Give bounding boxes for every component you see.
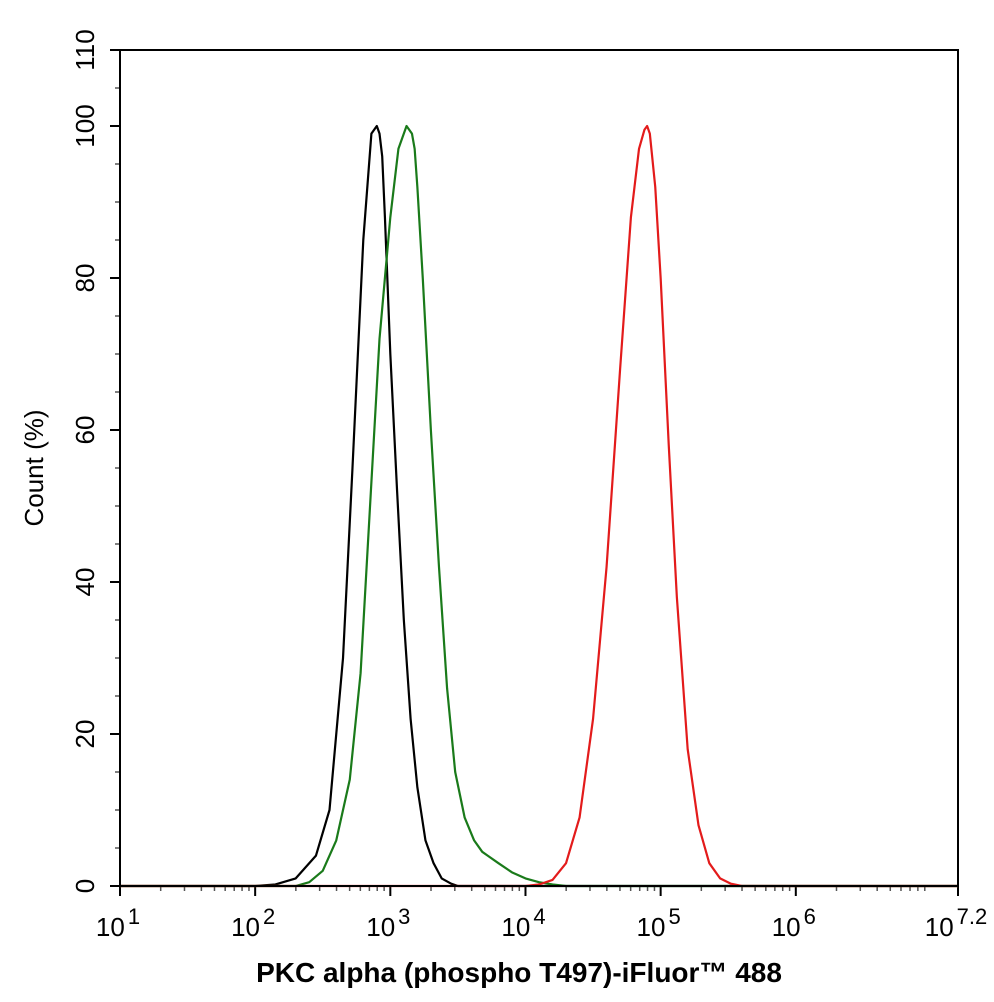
y-tick-label: 60	[70, 416, 100, 445]
y-major-ticks	[110, 49, 120, 887]
x-tick-label: 10 5	[637, 904, 681, 942]
y-tick-label: 110	[70, 29, 100, 70]
series-line-unlabelled-control	[120, 124, 958, 888]
series-line-pkc-alpha-phospho-t497	[120, 124, 958, 888]
x-tick-label: 10 2	[231, 904, 275, 942]
x-tick-label: 10 7.2	[925, 904, 988, 942]
plot-frame	[119, 49, 959, 887]
y-tick-label: 40	[70, 568, 100, 597]
x-tick-labels: 10 1 10 2 10 3 10 4 10 5 10 6 10 7.2	[96, 904, 987, 942]
y-tick-label: 0	[70, 879, 100, 893]
y-tick-label: 20	[70, 720, 100, 749]
x-tick-label: 10 6	[772, 904, 816, 942]
y-axis-title: Count (%)	[19, 409, 49, 526]
x-tick-label: 10 4	[501, 904, 545, 942]
y-tick-labels: 0 20 40 60 80 100 110	[70, 29, 100, 893]
y-tick-label: 80	[70, 264, 100, 293]
series-layer	[120, 124, 958, 888]
y-tick-label: 100	[70, 104, 100, 147]
x-axis-title: PKC alpha (phospho T497)-iFluor™ 488	[256, 957, 782, 988]
x-major-ticks	[119, 886, 959, 896]
x-tick-label: 10 1	[96, 904, 140, 942]
x-tick-label: 10 3	[366, 904, 410, 942]
series-line-isotype-control	[120, 124, 958, 888]
